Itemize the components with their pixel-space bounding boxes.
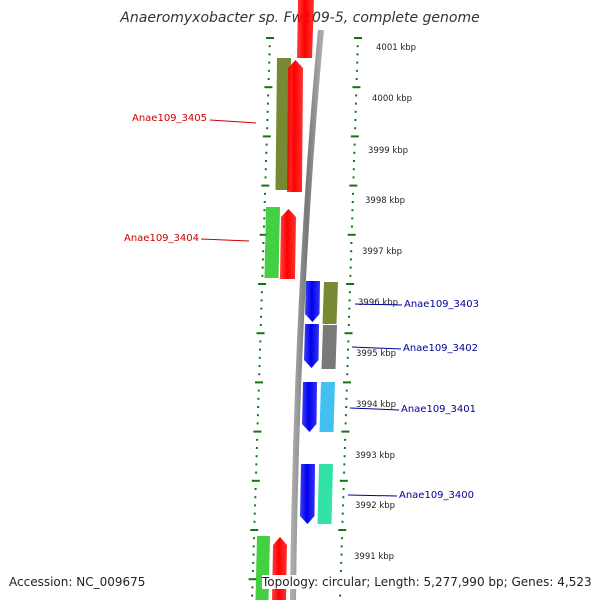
tick-label: 4000 kbp <box>372 94 412 104</box>
cog-block-anae109-3402 <box>321 325 337 369</box>
reverse-strand-arrow-partial <box>272 537 287 600</box>
gene-label: Anae109_3403 <box>404 299 479 310</box>
tick-labels: 4001 kbp 4000 kbp 3999 kbp 3998 kbp 3997 kbp… <box>354 43 416 562</box>
forward-strand-arrow-anae109-3403 <box>305 281 320 322</box>
reverse-strand-arrow <box>297 0 314 58</box>
gene-label: Anae109_3402 <box>403 343 478 354</box>
gene-leader-line <box>347 494 398 497</box>
tick-label: 3992 kbp <box>355 501 395 511</box>
gene-leader-line <box>200 238 250 242</box>
ruler-right <box>336 37 362 597</box>
reverse-strand-arrow-anae109-3405 <box>287 60 303 192</box>
accession-label: Accession: NC_009675 <box>9 575 146 589</box>
genome-summary: Topology: circular; Length: 5,277,990 bp… <box>262 575 596 589</box>
ruler-left <box>248 37 274 597</box>
forward-strand-arrow-anae109-3401 <box>302 382 317 432</box>
reverse-strand-arrow-anae109-3404 <box>280 209 296 279</box>
gene-leader-line <box>351 346 402 350</box>
cog-block-anae109-3401 <box>319 382 335 432</box>
tick-label: 3996 kbp <box>358 298 398 308</box>
cog-block-anae109-3405 <box>275 58 291 190</box>
cog-block-anae109-3400 <box>317 464 333 524</box>
tick-label: 3991 kbp <box>354 552 394 562</box>
tick-label: 3998 kbp <box>365 196 405 206</box>
cog-block-anae109-3403 <box>322 282 338 324</box>
forward-strand-arrow-anae109-3400 <box>300 464 315 524</box>
genome-backbone <box>290 29 324 600</box>
tick-label: 4001 kbp <box>376 43 416 53</box>
gene-leader-line <box>354 303 403 306</box>
tick-label: 3994 kbp <box>356 400 396 410</box>
gene-labels: Anae109_3405 Anae109_3404 Anae109_3403 Anae… <box>124 113 479 501</box>
cog-block-anae109-3404 <box>264 207 280 278</box>
gene-leader-line <box>349 407 400 411</box>
forward-strand-arrow-anae109-3402 <box>304 324 319 368</box>
tick-label: 3993 kbp <box>355 451 395 461</box>
tick-label: 3999 kbp <box>368 146 408 156</box>
tick-label: 3997 kbp <box>362 247 402 257</box>
tick-label: 3995 kbp <box>356 349 396 359</box>
gene-label: Anae109_3400 <box>399 490 474 501</box>
gene-label: Anae109_3404 <box>124 233 199 244</box>
gene-label: Anae109_3405 <box>132 113 207 124</box>
gene-label: Anae109_3401 <box>401 404 476 415</box>
feature-track <box>255 0 338 600</box>
gene-leader-line <box>209 119 257 124</box>
cog-block-partial <box>255 536 270 600</box>
